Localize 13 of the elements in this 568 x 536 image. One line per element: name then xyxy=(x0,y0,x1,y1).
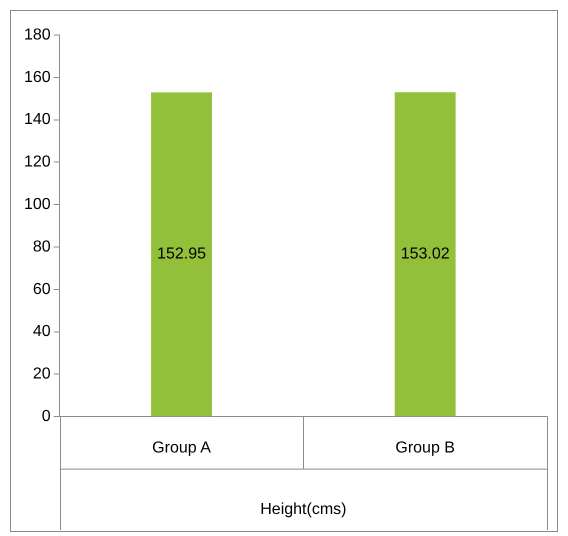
x-axis-title: Height(cms) xyxy=(260,500,346,518)
y-tick-label: 120 xyxy=(24,154,51,171)
y-tick-label: 140 xyxy=(24,111,51,128)
y-tick-label: 20 xyxy=(32,366,51,383)
data-label: 153.02 xyxy=(400,246,450,263)
y-tick-label: 40 xyxy=(32,323,51,340)
y-tick-label: 180 xyxy=(24,26,51,44)
y-tick-label: 80 xyxy=(32,238,51,256)
data-label: 152.95 xyxy=(157,246,206,263)
y-tick-label: 60 xyxy=(32,280,51,298)
y-tick-label: 0 xyxy=(42,408,51,426)
y-tick-label: 160 xyxy=(24,68,51,86)
y-tick-label: 100 xyxy=(24,196,51,214)
